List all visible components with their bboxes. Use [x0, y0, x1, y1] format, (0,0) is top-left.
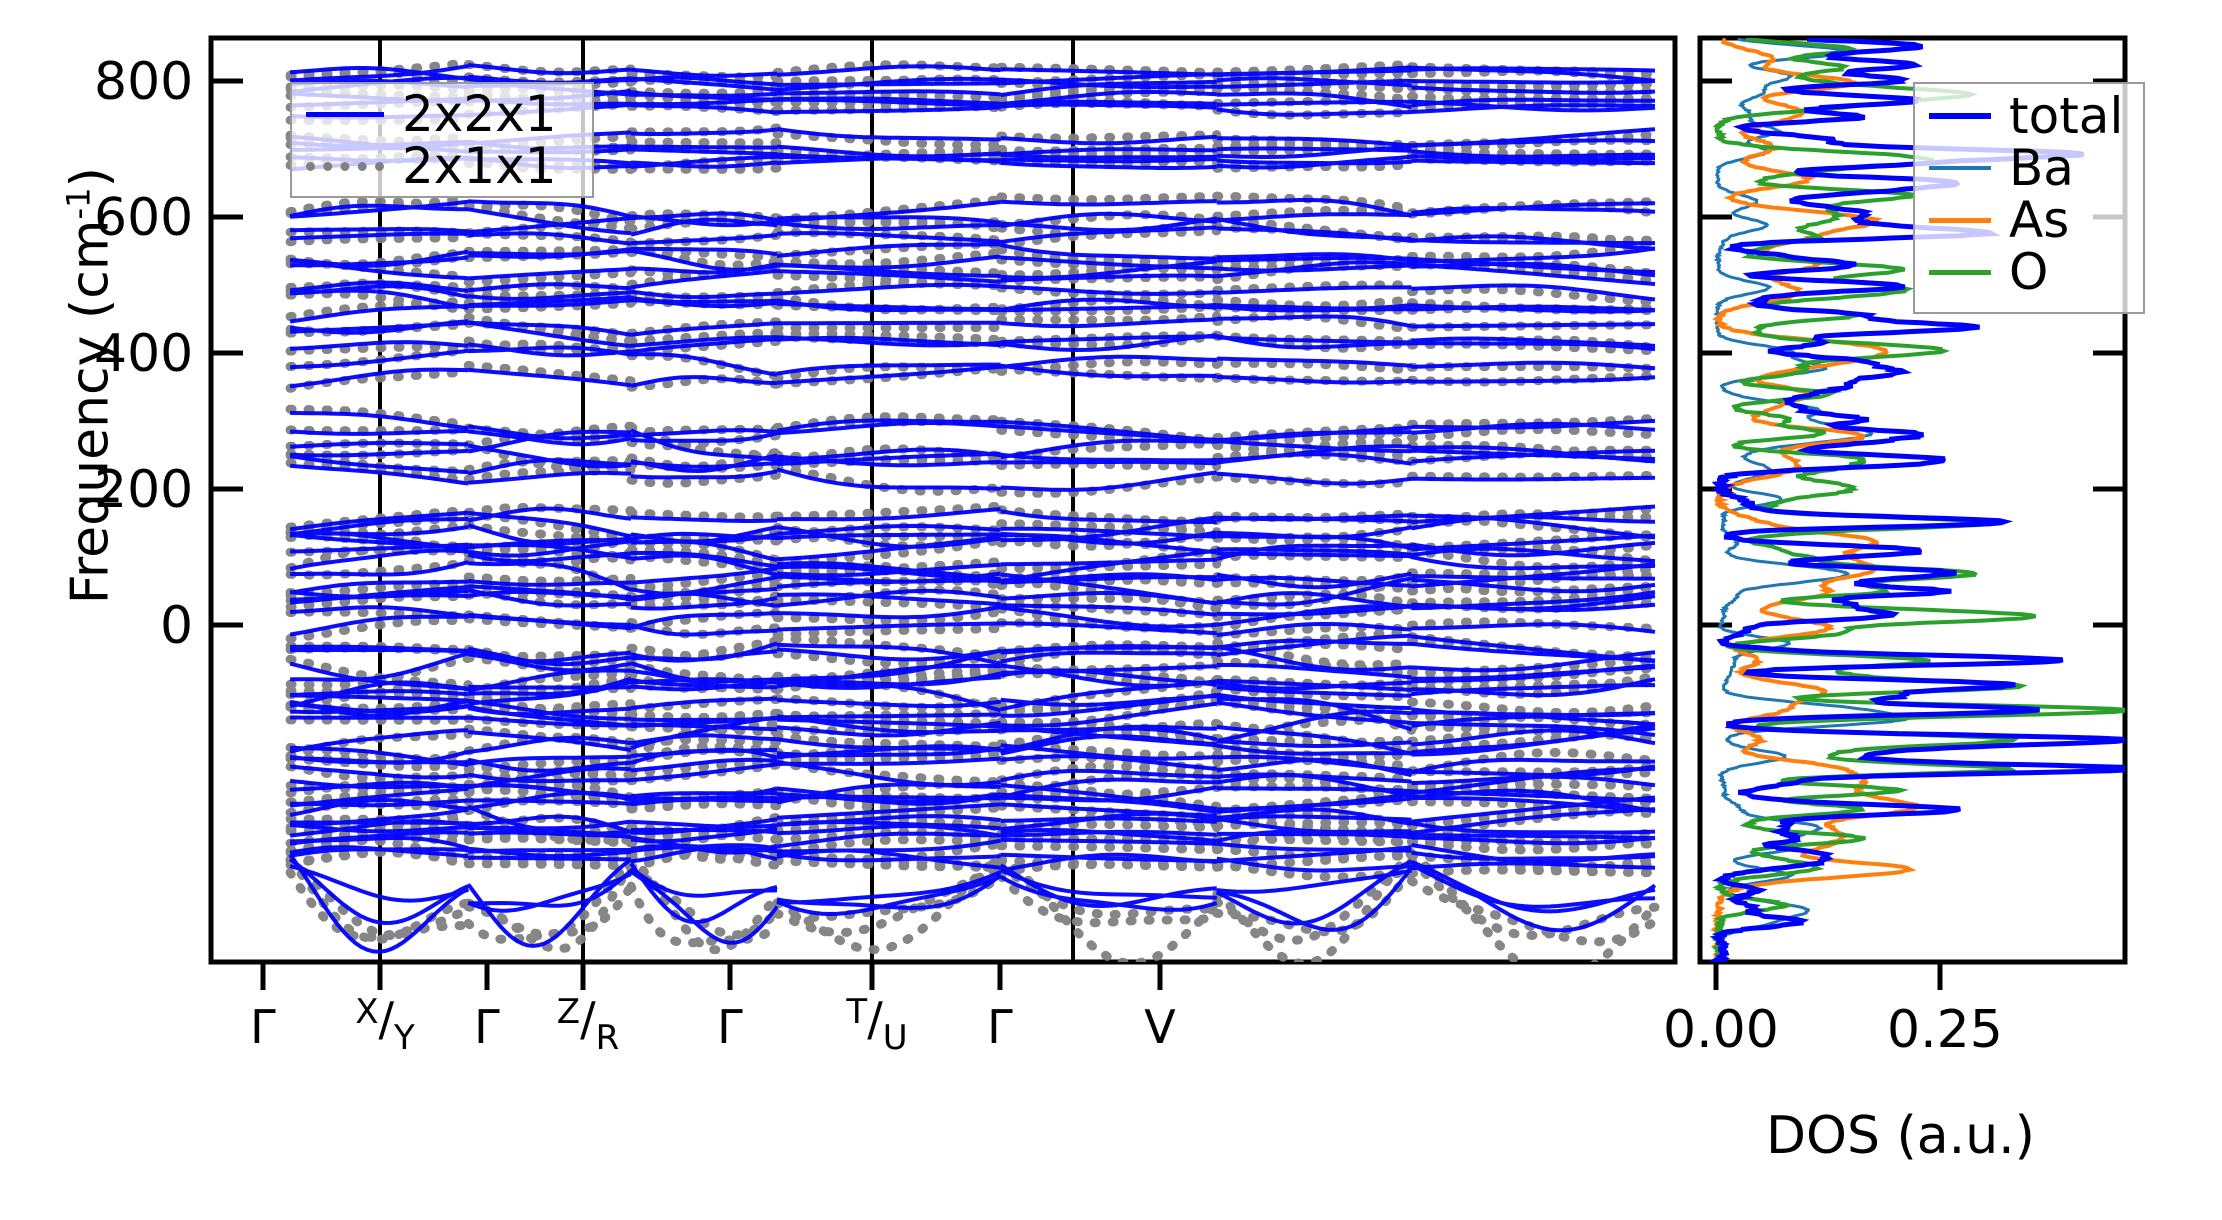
- band-curves: [285, 57, 1660, 962]
- kpoint-den-u: U: [882, 1018, 908, 1058]
- dos-axis-title: DOS (a.u.): [1766, 1106, 2035, 1166]
- dos-legend: total Ba As O: [1913, 82, 2145, 314]
- dos-x-ticks: [1713, 962, 1943, 990]
- dos-legend-entry-o: O: [1915, 246, 2143, 298]
- dos-legend-label-total: total: [2009, 87, 2124, 145]
- dos-legend-label-ba: Ba: [2009, 139, 2074, 197]
- kpoint-den-r: R: [595, 1018, 620, 1058]
- legend-line-2x2x1: [306, 111, 384, 117]
- legend-line-as: [1929, 217, 1991, 223]
- dos-xtick-0: 0.00: [1663, 1000, 1779, 1060]
- ytick-600: 600: [94, 188, 194, 248]
- kpoint-num-x: X: [355, 992, 379, 1032]
- kpoint-label-v: V: [1144, 1000, 1176, 1054]
- y-axis-label-paren: ): [60, 167, 121, 188]
- band-x-ticks: [260, 962, 1163, 990]
- kpoint-slash-3: /: [867, 992, 883, 1046]
- legend-line-2x1x1: [306, 161, 384, 171]
- band-legend-label-1: 2x1x1: [402, 137, 557, 195]
- dos-curves: [1708, 38, 2125, 962]
- kpoint-slash-2: /: [580, 992, 596, 1046]
- kpoint-label-gamma-2: Γ: [474, 1000, 500, 1054]
- band-legend-entry-1: 2x1x1: [292, 140, 592, 192]
- legend-line-ba: [1929, 166, 1991, 170]
- band-axes-frame: [208, 35, 1678, 965]
- dos-xtick-025: 0.25: [1887, 1000, 2003, 1060]
- band-y-ticks: [211, 78, 243, 628]
- y-axis-label-exponent: -1: [59, 187, 98, 220]
- kpoint-label-z-r: Z/R: [548, 992, 628, 1055]
- ytick-400: 400: [94, 324, 194, 384]
- band-legend-entry-0: 2x2x1: [292, 88, 592, 140]
- dos-legend-entry-ba: Ba: [1915, 142, 2143, 194]
- band-legend-label-0: 2x2x1: [402, 85, 557, 143]
- kpoint-label-gamma-1: Γ: [250, 1000, 276, 1054]
- kpoint-label-x-y: X/Y: [345, 992, 425, 1055]
- kpoint-den-y: Y: [394, 1018, 415, 1058]
- legend-line-o: [1929, 269, 1991, 275]
- ytick-800: 800: [94, 52, 194, 112]
- kpoint-num-t: T: [846, 992, 868, 1032]
- kpoint-label-gamma-3: Γ: [717, 1000, 743, 1054]
- kpoint-num-z: Z: [556, 992, 581, 1032]
- legend-line-total: [1929, 113, 1991, 119]
- dos-legend-entry-as: As: [1915, 194, 2143, 246]
- dos-legend-label-as: As: [2009, 191, 2070, 249]
- dos-legend-label-o: O: [2009, 243, 2049, 301]
- band-legend: 2x2x1 2x1x1: [290, 82, 594, 198]
- ytick-0: 0: [160, 596, 194, 656]
- ytick-200: 200: [94, 460, 194, 520]
- y-axis-label-text: Frequency (cm: [60, 219, 121, 605]
- kpoint-slash-1: /: [378, 992, 395, 1046]
- dos-legend-entry-total: total: [1915, 90, 2143, 142]
- kpoint-label-gamma-4: Γ: [987, 1000, 1013, 1054]
- kpoint-label-t-u: T/U: [837, 992, 917, 1055]
- dos-axes-frame: [1697, 35, 2128, 965]
